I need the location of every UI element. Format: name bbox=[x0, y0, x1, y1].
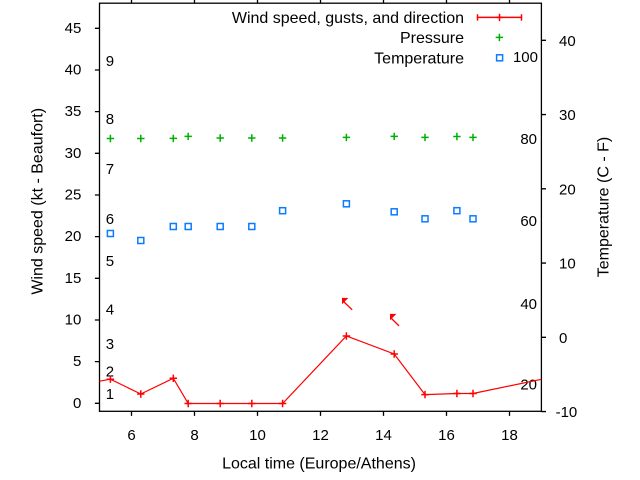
svg-text:5: 5 bbox=[73, 353, 81, 370]
svg-text:45: 45 bbox=[65, 20, 82, 37]
svg-text:4: 4 bbox=[106, 302, 114, 319]
svg-text:14: 14 bbox=[375, 427, 392, 444]
svg-text:6: 6 bbox=[127, 427, 135, 444]
svg-text:5: 5 bbox=[106, 253, 114, 270]
svg-text:-10: -10 bbox=[556, 404, 578, 421]
svg-text:10: 10 bbox=[65, 312, 82, 329]
svg-text:25: 25 bbox=[65, 187, 82, 204]
svg-text:8: 8 bbox=[190, 427, 198, 444]
svg-text:60: 60 bbox=[520, 213, 537, 230]
svg-text:9: 9 bbox=[106, 53, 114, 70]
svg-text:3: 3 bbox=[106, 336, 114, 353]
svg-text:100: 100 bbox=[513, 49, 538, 66]
svg-text:20: 20 bbox=[65, 228, 82, 245]
svg-text:30: 30 bbox=[559, 107, 576, 124]
svg-text:Wind speed, gusts, and directi: Wind speed, gusts, and direction bbox=[232, 10, 464, 27]
svg-text:15: 15 bbox=[65, 270, 82, 287]
svg-text:30: 30 bbox=[65, 145, 82, 162]
svg-text:12: 12 bbox=[312, 427, 329, 444]
svg-text:40: 40 bbox=[520, 296, 537, 313]
svg-text:8: 8 bbox=[106, 111, 114, 128]
svg-text:Local time (Europe/Athens): Local time (Europe/Athens) bbox=[222, 456, 416, 473]
svg-text:2: 2 bbox=[106, 364, 114, 381]
svg-text:6: 6 bbox=[106, 211, 114, 228]
svg-text:7: 7 bbox=[106, 161, 114, 178]
svg-text:18: 18 bbox=[501, 427, 518, 444]
svg-text:0: 0 bbox=[73, 395, 81, 412]
svg-text:Temperature (C - F): Temperature (C - F) bbox=[596, 137, 613, 277]
svg-text:Wind speed (kt - Beaufort): Wind speed (kt - Beaufort) bbox=[30, 108, 47, 295]
svg-text:Pressure: Pressure bbox=[400, 30, 464, 47]
svg-text:35: 35 bbox=[65, 103, 82, 120]
svg-text:Temperature: Temperature bbox=[374, 50, 464, 67]
svg-text:16: 16 bbox=[438, 427, 455, 444]
svg-text:40: 40 bbox=[65, 62, 82, 79]
svg-text:1: 1 bbox=[106, 386, 114, 403]
svg-text:80: 80 bbox=[520, 131, 537, 148]
svg-text:20: 20 bbox=[559, 181, 576, 198]
svg-text:20: 20 bbox=[520, 376, 537, 393]
svg-text:40: 40 bbox=[559, 33, 576, 50]
svg-text:10: 10 bbox=[559, 256, 576, 273]
svg-text:10: 10 bbox=[249, 427, 266, 444]
svg-text:0: 0 bbox=[559, 330, 567, 347]
